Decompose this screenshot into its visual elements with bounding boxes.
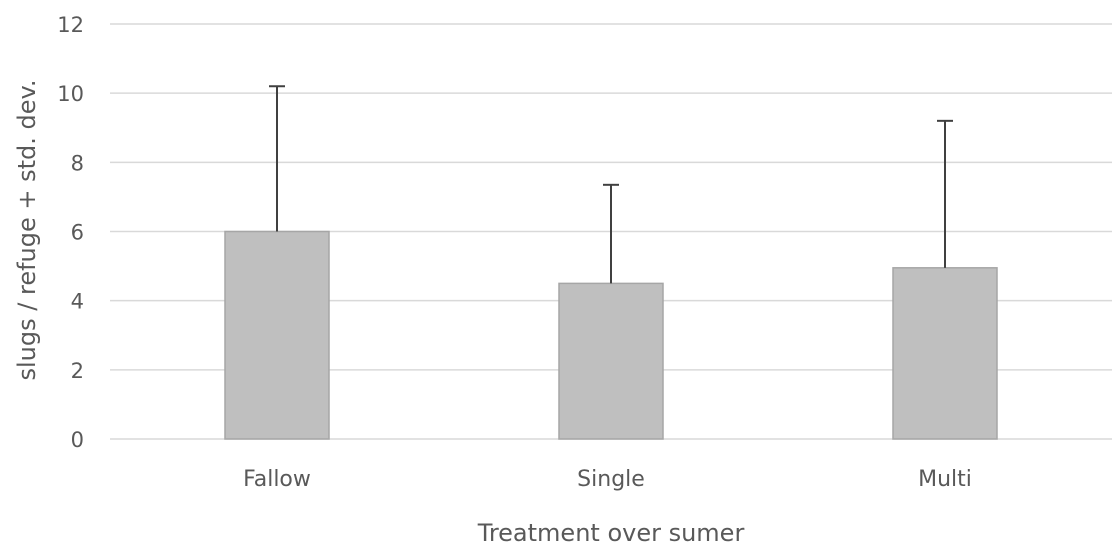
y-tick-label-12: 12 (57, 13, 84, 37)
error-bar-fallow (269, 85, 285, 232)
y-tick-label-4: 4 (71, 290, 84, 314)
y-axis-title: slugs / refuge + std. dev. (13, 80, 41, 381)
x-axis-title: Treatment over sumer (477, 519, 745, 547)
bar-multi (892, 267, 998, 440)
x-tick-label-fallow: Fallow (243, 467, 311, 492)
error-bar-single (603, 183, 619, 284)
x-tick-labels: Fallow Single Multi (243, 467, 972, 492)
y-tick-label-10: 10 (57, 82, 84, 106)
y-tick-label-6: 6 (71, 221, 84, 245)
bar-single (558, 282, 664, 440)
bars (224, 230, 998, 440)
x-tick-label-multi: Multi (918, 467, 972, 492)
y-tick-labels: 0 2 4 6 8 10 12 (57, 13, 84, 452)
y-tick-label-8: 8 (71, 151, 84, 175)
error-bars (269, 85, 953, 284)
y-tick-label-2: 2 (71, 359, 84, 383)
error-bar-multi (937, 119, 953, 268)
y-tick-label-0: 0 (71, 428, 84, 452)
x-tick-label-single: Single (577, 467, 645, 492)
bar-fallow (224, 230, 330, 440)
